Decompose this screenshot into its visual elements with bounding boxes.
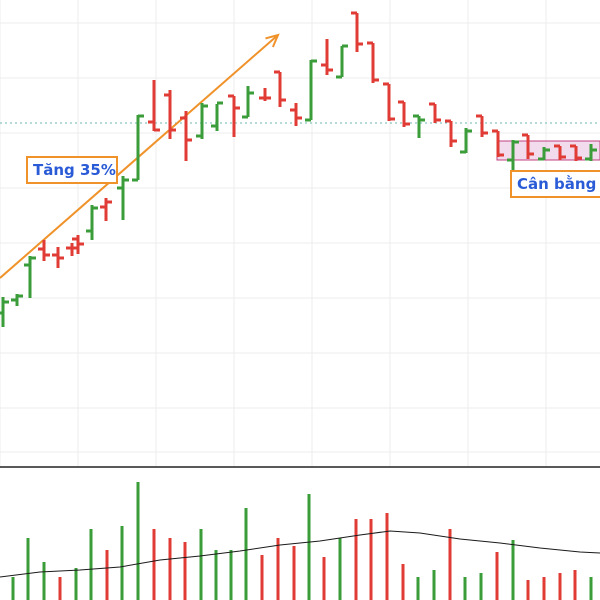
volume-bar [183, 542, 187, 600]
volume-bar [229, 550, 233, 600]
ohlc-bar [413, 114, 425, 138]
volume-bar [307, 494, 311, 600]
ohlc-bar [100, 198, 112, 221]
volume-bar [542, 577, 546, 600]
annotation-balance-box [510, 170, 600, 198]
volume-bar [416, 577, 420, 600]
volume-bar [260, 555, 264, 600]
ohlc-bar [321, 39, 333, 75]
ohlc-bar [196, 103, 208, 139]
volume-bar [338, 538, 342, 600]
volume-bar [42, 562, 46, 600]
volume-bar [463, 577, 467, 600]
ohlc-bar [38, 240, 50, 261]
ohlc-bar [259, 88, 271, 101]
annotation-balance: Cân bằng s [510, 170, 600, 198]
ohlc-bar [383, 82, 395, 121]
volume-bar [74, 568, 78, 600]
volume-bar [448, 529, 452, 600]
ohlc-bar [429, 102, 441, 123]
ohlc-bar [66, 243, 78, 256]
volume-bar [354, 519, 358, 600]
ohlc-bar [522, 133, 534, 159]
ohlc-bar [492, 129, 504, 157]
price-bars [0, 11, 597, 327]
annotation-rise: Tăng 35% [26, 156, 118, 184]
ohlc-bar [117, 176, 129, 220]
annotations: Tăng 35% Cân bằng s [26, 156, 600, 198]
ohlc-bar [24, 256, 36, 298]
ohlc-bar [585, 144, 597, 161]
volume-bar [199, 529, 203, 600]
volume-bar [573, 570, 577, 600]
ohlc-bar [445, 119, 457, 147]
ohlc-bar [460, 128, 472, 154]
volume-bar [89, 529, 93, 600]
volume-bar [136, 482, 140, 600]
volume-bar [120, 526, 124, 600]
volume-bars [11, 482, 593, 600]
ohlc-bar [0, 297, 9, 327]
volume-bar [214, 550, 218, 600]
volume-bar [152, 529, 156, 600]
ohlc-bar [305, 59, 317, 122]
volume-bar [168, 538, 172, 600]
grid-lines [0, 0, 600, 467]
ohlc-bar [164, 90, 176, 139]
ohlc-bar [570, 144, 582, 161]
ohlc-bar [554, 144, 566, 160]
ohlc-bar [398, 100, 410, 127]
volume-bar [26, 538, 30, 600]
volume-bar [105, 550, 109, 600]
annotation-rise-label: Tăng 35% [33, 161, 116, 179]
volume-bar [558, 573, 562, 600]
volume-bar [369, 519, 373, 600]
trend-arrow-head [265, 33, 280, 48]
ohlc-bar [336, 44, 348, 79]
ohlc-bar [86, 205, 98, 240]
volume-bar [385, 513, 389, 600]
volume-bar [479, 573, 483, 600]
volume-bar [58, 577, 62, 600]
ohlc-bar [180, 111, 192, 161]
ohlc-bar [211, 101, 223, 131]
ohlc-bar [290, 103, 302, 126]
annotation-balance-label: Cân bằng s [517, 174, 600, 193]
volume-bar [322, 557, 326, 600]
volume-bar [495, 552, 499, 600]
ohlc-bar [228, 94, 240, 137]
volume-bar [589, 577, 593, 600]
ohlc-bar [11, 294, 23, 306]
volume-bar [401, 564, 405, 600]
ohlc-bar [538, 147, 550, 161]
ohlc-bar [367, 41, 379, 83]
ohlc-bar [351, 11, 363, 52]
volume-bar [526, 580, 530, 600]
ohlc-bar [148, 80, 160, 132]
volume-bar [432, 570, 436, 600]
ohlc-bar [132, 114, 144, 182]
volume-bar [276, 538, 280, 600]
volume-ma-line [0, 530, 600, 578]
ohlc-bar [242, 86, 254, 119]
ohlc-bar [52, 247, 64, 268]
volume-moving-average [0, 530, 600, 578]
volume-bar [11, 577, 15, 600]
annotation-rise-box [26, 156, 118, 184]
volume-bar [292, 546, 296, 600]
volume-bar [511, 540, 515, 600]
ohlc-bar [72, 235, 84, 254]
ohlc-bar [476, 114, 488, 137]
ohlc-bar [274, 70, 286, 107]
volume-bar [244, 508, 248, 600]
